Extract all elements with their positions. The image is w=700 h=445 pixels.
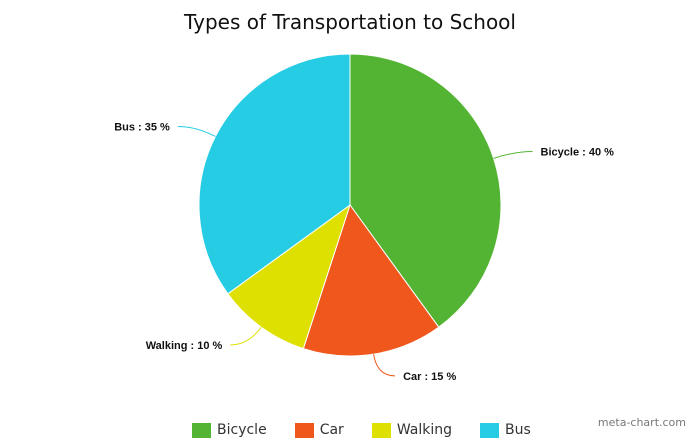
legend-label: Car: [319, 422, 344, 438]
credit-text: meta-chart.com: [597, 416, 686, 429]
legend-label: Walking: [396, 422, 452, 438]
legend-label: Bicycle: [217, 422, 267, 438]
data-label-bicycle: Bicycle : 40 %: [541, 147, 615, 159]
connector-line-bicycle: [493, 151, 533, 159]
legend-swatch: [192, 422, 211, 438]
connector-line-bus: [177, 125, 216, 137]
data-label-walking: Walking : 10 %: [146, 340, 223, 352]
chart-title: Types of Transportation to School: [184, 10, 516, 34]
data-label-bus: Bus : 35 %: [114, 121, 170, 133]
legend-item-walking[interactable]: Walking: [371, 422, 452, 438]
pie-slice-bus: [198, 53, 351, 295]
legend-item-bus[interactable]: Bus: [480, 422, 531, 438]
legend-item-car[interactable]: Car: [294, 422, 344, 438]
legend-label: Bus: [505, 422, 531, 438]
data-label-car: Car : 15 %: [403, 371, 456, 383]
legend-swatch: [480, 422, 499, 438]
legend-swatch: [294, 422, 314, 438]
connector-line-car: [373, 354, 396, 377]
legend-item-bicycle[interactable]: Bicycle: [192, 422, 267, 438]
connector-line-walking: [230, 326, 262, 346]
legend-swatch: [371, 422, 391, 438]
legend: Bicycle Car Walking Bus: [192, 422, 559, 438]
